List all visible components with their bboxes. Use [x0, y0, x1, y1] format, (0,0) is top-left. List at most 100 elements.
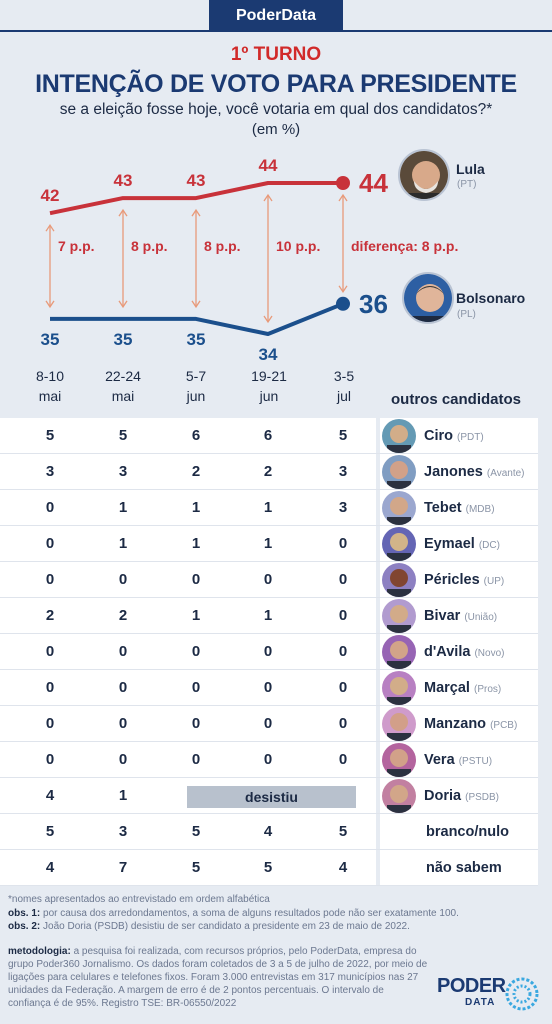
candidate-party: (MDB) — [465, 504, 495, 515]
table-cell: 1 — [118, 535, 128, 552]
candidate-label: branco/nulo — [426, 814, 509, 850]
candidate-label: Janones (Avante) — [424, 454, 525, 492]
note-obs2: obs. 2: João Doria (PSDB) desistiu de se… — [8, 921, 410, 932]
gap-arrow — [338, 193, 348, 293]
table-cell: 5 — [191, 859, 201, 876]
candidate-photo — [382, 419, 416, 453]
table-cell: 5 — [118, 427, 128, 444]
table-cell: 7 — [118, 859, 128, 876]
table-cell: 5 — [338, 427, 348, 444]
table-cell: 2 — [118, 607, 128, 624]
candidate-photo — [382, 527, 416, 561]
table-cell: 0 — [263, 643, 273, 660]
bolsonaro-line — [50, 301, 344, 336]
data-label: 35 — [114, 330, 133, 349]
table-cell: 0 — [338, 535, 348, 552]
candidate-name: Vera — [424, 752, 455, 768]
candidate-name: Tebet — [424, 500, 462, 516]
gap-arrow — [45, 224, 55, 309]
note-obs1: obs. 1: por causa dos arredondamentos, a… — [8, 908, 459, 919]
table-cell: 5 — [45, 427, 55, 444]
table-cell: 0 — [338, 607, 348, 624]
candidate-label: não sabem — [426, 850, 502, 886]
candidate-avatar-icon — [382, 743, 416, 777]
bolsonaro-party: (PL) — [457, 309, 476, 320]
gap-arrow — [263, 193, 273, 324]
bolsonaro-name: Bolsonaro — [456, 290, 526, 306]
table-cell: 5 — [263, 859, 273, 876]
candidate-avatar-icon — [382, 635, 416, 669]
poderdata-logo-text: PODER — [437, 975, 506, 997]
candidate-avatar-icon — [382, 779, 416, 813]
candidate-label: Vera (PSTU) — [424, 742, 492, 780]
table-cell: 4 — [45, 787, 55, 804]
table-cell: 5 — [191, 823, 201, 840]
table-cell: 0 — [45, 535, 55, 552]
gap-label: 8 p.p. — [131, 238, 168, 254]
gap-label: 7 p.p. — [58, 238, 95, 254]
candidate-name: não sabem — [426, 860, 502, 876]
candidate-party: (Avante) — [486, 468, 525, 479]
table-cell: 0 — [118, 715, 128, 732]
table-cell: 0 — [45, 679, 55, 696]
candidate-label: Doria (PSDB) — [424, 778, 499, 816]
data-label: 43 — [114, 171, 133, 190]
table-cell: 0 — [45, 715, 55, 732]
date-label-2: 22-24 mai — [105, 368, 141, 404]
table-cell: 0 — [263, 679, 273, 696]
candidate-label: Bivar (União) — [424, 598, 497, 636]
candidate-photo — [382, 779, 416, 813]
table-cell: 0 — [191, 751, 201, 768]
data-label: 35 — [41, 330, 60, 349]
table-cell: 0 — [263, 571, 273, 588]
headline: INTENÇÃO DE VOTO PARA PRESIDENTE — [35, 70, 517, 98]
table-row: 0 0 0 0 0 Manzano (PCB) — [0, 706, 552, 742]
table-cell: 1 — [118, 499, 128, 516]
note-methodology: metodologia: a pesquisa foi realizada, c… — [8, 946, 428, 1009]
candidate-name: branco/nulo — [426, 824, 509, 840]
table-cell: 3 — [118, 823, 128, 840]
table-cell: 1 — [263, 535, 273, 552]
table-cell: 0 — [118, 571, 128, 588]
table-row: 0 1 1 1 3 Tebet (MDB) — [0, 490, 552, 526]
table-row: 3 3 2 2 3 Janones (Avante) — [0, 454, 552, 490]
gap-label: 8 p.p. — [204, 238, 241, 254]
table-cell: 0 — [191, 679, 201, 696]
poderdata-logo-subtext: DATA — [465, 997, 496, 1008]
unit-label: (em %) — [251, 121, 301, 138]
brand-tab: PoderData — [209, 0, 343, 30]
candidate-label: d'Avila (Novo) — [424, 634, 504, 672]
gap-arrow — [191, 208, 201, 309]
table-row: 0 0 0 0 0 Péricles (UP) — [0, 562, 552, 598]
candidate-name: Marçal — [424, 680, 470, 696]
table-row: 4 7 5 5 4 não sabem — [0, 850, 552, 886]
table-row: 4 1 desistiu Doria (PSDB) — [0, 778, 552, 814]
withdrew-badge: desistiu — [187, 786, 356, 808]
table-row: 2 2 1 1 0 Bivar (União) — [0, 598, 552, 634]
candidate-photo — [382, 491, 416, 525]
candidate-label: Marçal (Pros) — [424, 670, 501, 708]
table-cell: 3 — [338, 499, 348, 516]
table-cell: 1 — [263, 607, 273, 624]
table-cell: 0 — [45, 751, 55, 768]
candidate-label: Eymael (DC) — [424, 526, 500, 564]
table-cell: 0 — [338, 751, 348, 768]
table-cell: 4 — [45, 859, 55, 876]
candidate-avatar-icon — [382, 707, 416, 741]
candidate-party: (PSDB) — [465, 792, 500, 803]
candidate-label: Tebet (MDB) — [424, 490, 495, 528]
candidate-photo — [382, 635, 416, 669]
table-cell: 4 — [338, 859, 348, 876]
lula-end-dot — [336, 176, 350, 190]
table-cell: 0 — [118, 679, 128, 696]
table-cell: 5 — [338, 823, 348, 840]
table-cell: 0 — [191, 571, 201, 588]
candidate-photo — [382, 563, 416, 597]
gap-label: diferença: 8 p.p. — [351, 238, 458, 254]
lula-avatar-icon — [400, 151, 448, 199]
candidate-photo — [382, 599, 416, 633]
note-alpha: *nomes apresentados ao entrevistado em o… — [8, 894, 270, 905]
candidate-photo — [382, 743, 416, 777]
table-cell: 6 — [191, 427, 201, 444]
data-label: 34 — [259, 345, 278, 364]
